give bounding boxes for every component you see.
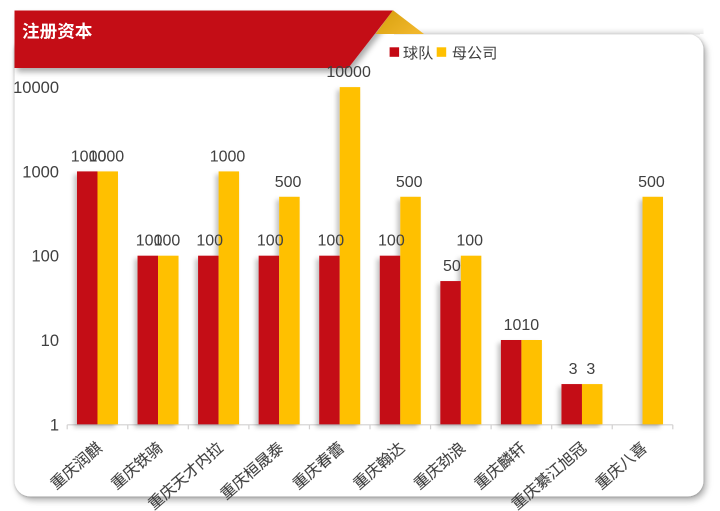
svg-text:500: 500 [275,174,302,191]
svg-text:3: 3 [569,361,578,378]
svg-text:100: 100 [196,233,223,250]
svg-text:1000: 1000 [89,148,125,165]
svg-text:500: 500 [638,174,665,191]
svg-text:100: 100 [154,233,181,250]
svg-text:10: 10 [521,317,539,334]
svg-text:100: 100 [136,233,163,250]
svg-text:10: 10 [504,317,522,334]
svg-text:1000: 1000 [22,163,59,181]
svg-text:1000: 1000 [71,148,107,165]
svg-text:100: 100 [456,233,483,250]
svg-text:10000: 10000 [326,64,371,81]
svg-text:1000: 1000 [210,148,246,165]
svg-text:10: 10 [41,332,59,350]
svg-text:100: 100 [378,233,405,250]
svg-text:10000: 10000 [13,79,59,97]
svg-text:100: 100 [31,248,59,266]
svg-text:500: 500 [396,174,423,191]
svg-text:50: 50 [443,258,461,275]
svg-text:3: 3 [586,361,595,378]
svg-text:1: 1 [50,416,59,434]
svg-text:100: 100 [317,233,344,250]
svg-text:100: 100 [257,233,284,250]
